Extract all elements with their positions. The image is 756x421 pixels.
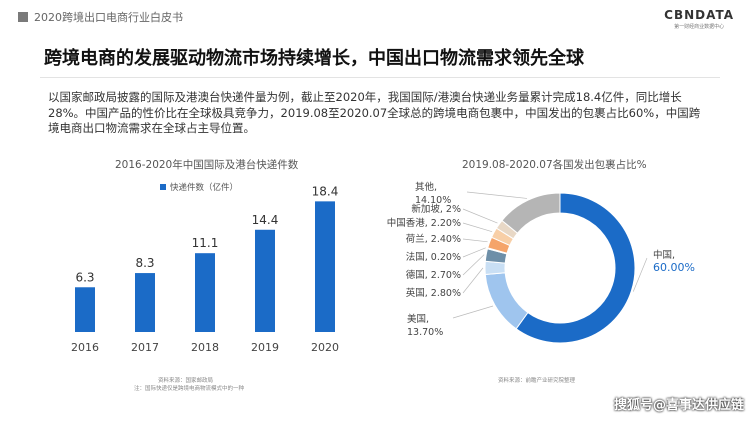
leader-7 xyxy=(462,208,498,224)
pie-label-2: 英国, 2.80% xyxy=(406,287,461,299)
bar-2017 xyxy=(135,273,155,332)
pie-label-7: 新加坡, 2% xyxy=(411,203,461,215)
bar-chart: 6.3 2016 8.3 2017 11.1 2018 14.4 2019 18.4 2020 xyxy=(71,184,339,354)
bar-2019 xyxy=(255,229,275,332)
bar-value-label: 6.3 xyxy=(75,270,94,284)
x-tick-label: 2017 xyxy=(131,341,159,354)
brand-logo: CBNDATA 第一财经商业数据中心 xyxy=(664,8,734,30)
legend-swatch xyxy=(160,184,166,190)
leader-usa xyxy=(452,305,494,319)
x-tick-label: 2020 xyxy=(311,341,339,354)
leader-3 xyxy=(462,254,485,276)
logo-text: CBNDATA xyxy=(664,8,734,22)
bar-value-label: 11.1 xyxy=(192,236,219,250)
pie-slice-0 xyxy=(515,192,636,344)
legend-label: 快递件数（亿件） xyxy=(170,183,239,193)
pie-chart: 中国, 60.00% 美国, 13.70% 英国, 2.80% 德国, 2.70% 法国, … xyxy=(387,181,695,344)
x-tick-label: 2018 xyxy=(191,341,219,354)
pie-slice-1 xyxy=(484,272,529,330)
bar-chart-legend: 快递件数（亿件） xyxy=(160,181,238,193)
bar-2016 xyxy=(75,287,95,332)
bar-source: 资料来源：国家邮政局 xyxy=(158,378,214,384)
bar-2020 xyxy=(315,201,335,332)
leader-4 xyxy=(462,247,486,258)
x-tick-label: 2016 xyxy=(71,341,99,354)
logo-subtext: 第一财经商业数据中心 xyxy=(674,24,725,30)
pie-slice-8 xyxy=(501,192,561,234)
leader-6 xyxy=(462,222,493,233)
watermark: 搜狐号@喜事达供应链 xyxy=(613,398,744,413)
pie-label-usa: 美国, 13.70% xyxy=(407,313,443,338)
leader-others xyxy=(466,191,528,199)
pie-label-others: 其他, 14.10% xyxy=(415,181,451,206)
bar-value-label: 18.4 xyxy=(312,184,339,198)
pie-label-5: 荷兰, 2.40% xyxy=(406,233,461,245)
document-title: 2020跨境出口电商行业白皮书 xyxy=(34,11,183,24)
pie-label-3: 德国, 2.70% xyxy=(406,269,461,281)
pie-label-china: 中国, 60.00% xyxy=(653,249,695,274)
pie-label-6: 中国香港, 2.20% xyxy=(387,217,461,229)
leader-china xyxy=(632,257,648,292)
pie-source: 资料来源：前瞻产业研究院整理 xyxy=(498,378,576,384)
header-bar: 2020跨境出口电商行业白皮书 xyxy=(18,8,183,26)
title-divider xyxy=(40,77,720,78)
x-tick-label: 2019 xyxy=(251,341,279,354)
bar-value-label: 8.3 xyxy=(135,256,154,270)
bar-2018 xyxy=(195,253,215,332)
pie-chart-title: 2019.08-2020.07各国发出包裹占比% xyxy=(462,159,647,171)
header-square-icon xyxy=(18,12,28,22)
bar-value-label: 14.4 xyxy=(252,213,279,227)
leader-5 xyxy=(462,238,488,243)
slide-title: 跨境电商的发展驱动物流市场持续增长，中国出口物流需求领先全球 xyxy=(44,48,584,69)
leader-2 xyxy=(462,267,484,294)
bar-chart-title: 2016-2020年中国国际及港台快递件数 xyxy=(115,159,299,171)
summary-paragraph: 以国家邮政局披露的国际及港澳台快递件量为例，截止至2020年，我国国际/港澳台快… xyxy=(48,90,701,135)
pie-label-4: 法国, 0.20% xyxy=(406,251,461,263)
bar-note: 注：国际快递仅是跨境电商物流模式中的一种 xyxy=(134,386,245,392)
